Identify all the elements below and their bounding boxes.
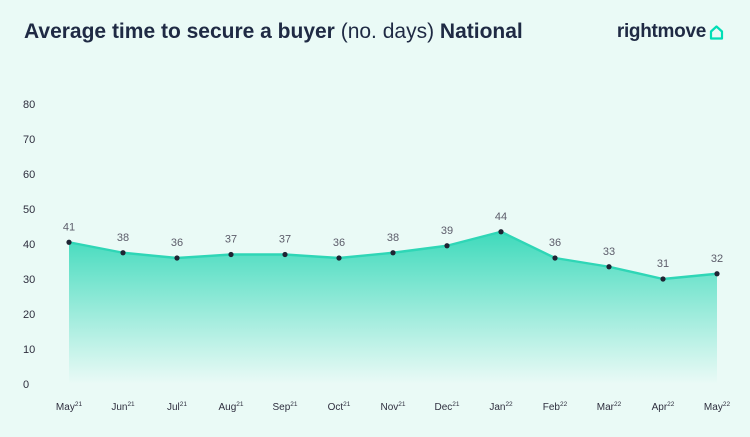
data-point [660, 276, 666, 282]
point-layer [66, 229, 720, 282]
x-tick-month: Nov [380, 402, 398, 413]
data-point [228, 251, 234, 258]
x-tick-year: 21 [343, 401, 351, 408]
data-label: 44 [495, 211, 507, 223]
y-axis: 0 10 20 30 40 50 60 70 80 [23, 99, 35, 391]
x-tick-month: Mar [597, 402, 615, 413]
data-point [336, 255, 342, 261]
data-label: 33 [603, 246, 615, 258]
data-point [714, 271, 720, 277]
x-tick-month: Jul [167, 402, 180, 413]
data-label: 36 [549, 237, 561, 249]
title-unit: (no. days) [340, 20, 435, 43]
data-label: 38 [387, 232, 399, 244]
data-label: 39 [441, 225, 453, 237]
x-tick-year: 21 [180, 401, 188, 408]
x-tick-label: Nov21 [380, 401, 405, 413]
data-point [552, 255, 558, 261]
y-tick-label: 70 [23, 134, 35, 146]
x-axis: May21 Jun21 Jul21 Aug21 Sep21 Oct21 Nov21 Dec21… [56, 401, 731, 413]
x-tick-month: Feb [543, 402, 561, 413]
y-tick-label: 60 [23, 169, 35, 181]
x-tick-month: Sep [272, 402, 290, 413]
x-tick-label: Dec21 [434, 401, 459, 413]
x-tick-year: 21 [398, 401, 406, 408]
x-tick-month: Oct [328, 402, 344, 413]
data-label: 37 [225, 234, 237, 246]
x-tick-label: Aug21 [218, 401, 243, 413]
data-label: 38 [117, 232, 129, 244]
x-tick-label: Oct21 [328, 401, 351, 413]
y-tick-label: 50 [23, 204, 35, 216]
y-tick-label: 20 [23, 309, 35, 321]
house-icon [709, 24, 724, 40]
data-label: 36 [333, 237, 345, 249]
x-tick-year: 21 [127, 401, 135, 408]
data-label: 36 [171, 237, 183, 249]
y-tick-label: 30 [23, 274, 35, 286]
x-tick-label: Jun21 [111, 401, 135, 413]
x-tick-label: Mar22 [597, 401, 622, 413]
x-tick-label: May21 [56, 401, 83, 413]
title-region: National [439, 20, 523, 43]
chart-title: Average time to secure a buyer (no. days… [24, 20, 523, 44]
series-area [69, 231, 717, 384]
logo-text: rightmove [616, 21, 706, 42]
x-tick-label: Jul21 [167, 401, 187, 413]
x-tick-label: Apr22 [652, 401, 675, 413]
x-tick-year: 21 [290, 401, 298, 408]
x-tick-month: May [56, 402, 75, 413]
x-tick-month: May [704, 402, 723, 413]
data-label: 37 [279, 234, 291, 246]
x-tick-year: 22 [560, 401, 568, 408]
data-point [606, 264, 612, 270]
x-tick-label: May22 [704, 401, 731, 413]
data-label: 31 [657, 258, 669, 270]
x-tick-year: 22 [723, 401, 731, 408]
x-tick-month: Apr [652, 402, 668, 413]
title-main: Average time to secure a buyer [24, 20, 335, 43]
x-tick-year: 22 [614, 401, 622, 408]
data-point [498, 229, 504, 235]
x-tick-label: Jan22 [489, 401, 513, 413]
data-labels: 41 38 36 37 37 36 38 39 44 36 33 31 32 [63, 211, 723, 270]
data-point [174, 255, 180, 261]
y-tick-label: 10 [23, 344, 35, 356]
x-tick-year: 22 [667, 401, 675, 408]
x-tick-month: Dec [434, 402, 452, 413]
y-tick-label: 80 [23, 99, 35, 111]
x-tick-year: 21 [236, 401, 244, 408]
rightmove-logo: rightmove [617, 21, 724, 43]
x-tick-year: 22 [505, 401, 513, 408]
x-tick-month: Aug [218, 402, 236, 413]
data-label: 32 [711, 253, 723, 265]
x-tick-month: Jun [111, 402, 127, 413]
x-tick-month: Jan [489, 402, 505, 413]
x-tick-label: Sep21 [272, 401, 297, 413]
y-tick-label: 0 [23, 379, 29, 391]
area-layer [69, 231, 717, 384]
x-tick-year: 21 [452, 401, 460, 408]
data-label: 41 [63, 221, 75, 233]
x-tick-label: Feb22 [543, 401, 568, 413]
x-tick-year: 21 [75, 401, 83, 408]
data-point [66, 239, 72, 245]
y-tick-label: 40 [23, 239, 35, 251]
data-point [444, 243, 450, 249]
data-point [390, 250, 396, 256]
data-point [282, 251, 288, 258]
data-point [120, 250, 126, 256]
